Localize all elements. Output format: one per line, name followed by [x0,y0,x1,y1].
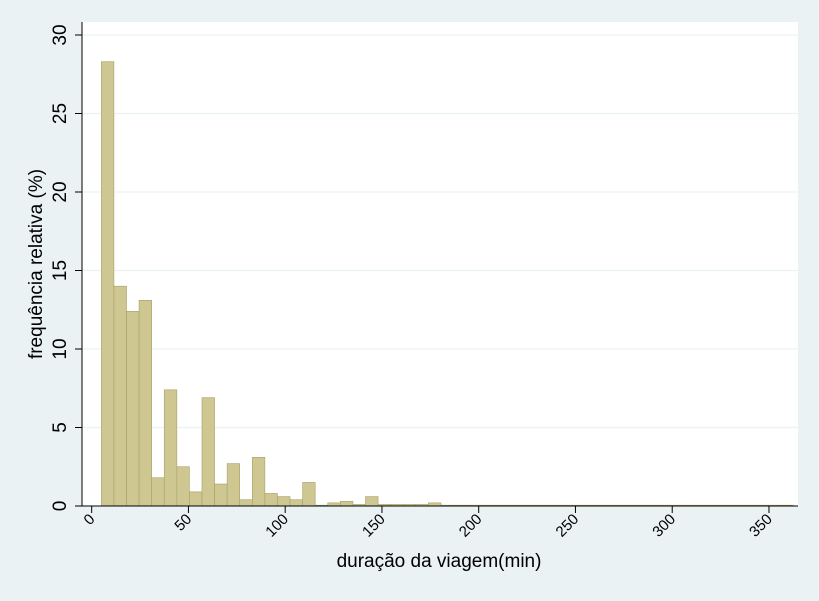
histogram-bar [101,61,115,507]
x-tick-label: 250 [553,511,583,541]
y-axis-label: frequência relativa (%) [26,169,47,359]
histogram-bar [239,499,253,507]
x-ticks: 0 50 100 150 200 250 300 350 [81,506,776,541]
histogram-bar [126,311,140,507]
x-axis-label: duração da viagem(min) [337,551,542,572]
y-tick-label: 30 [50,24,71,45]
x-tick-label: 300 [649,511,679,541]
histogram-bar [302,482,316,507]
plot-area [82,22,798,506]
gridlines [82,34,798,429]
y-tick-label: 5 [50,422,71,433]
histogram-bar [138,300,152,507]
histogram-bar [113,285,127,507]
x-tick-label: 100 [262,511,292,541]
y-tick-label: 10 [50,338,71,359]
y-tick-label: 20 [50,181,71,202]
histogram-bar [365,496,379,507]
histogram-bar [226,463,241,507]
x-tick-label: 0 [81,511,99,529]
bars [101,61,794,507]
x-tick-label: 350 [746,511,776,541]
histogram-bar [340,500,354,507]
y-tick-label: 15 [50,260,71,281]
x-tick-label: 50 [171,511,195,535]
histogram-bar [189,491,203,507]
histogram-bar [251,457,266,507]
histogram-bar [201,397,215,507]
histogram-bar [264,493,278,507]
histogram-bar [151,477,165,507]
histogram-bar [214,483,228,507]
y-ticks: 0 5 10 15 20 25 30 [50,24,82,511]
histogram-bar [277,496,291,507]
x-tick-label: 200 [456,511,486,541]
histogram-bar [289,499,303,507]
x-tick-label: 150 [359,511,389,541]
y-tick-label: 25 [50,103,71,124]
histogram-bar [163,389,178,507]
axes [81,22,798,507]
histogram-bar [176,466,190,507]
y-tick-label: 0 [50,501,71,512]
